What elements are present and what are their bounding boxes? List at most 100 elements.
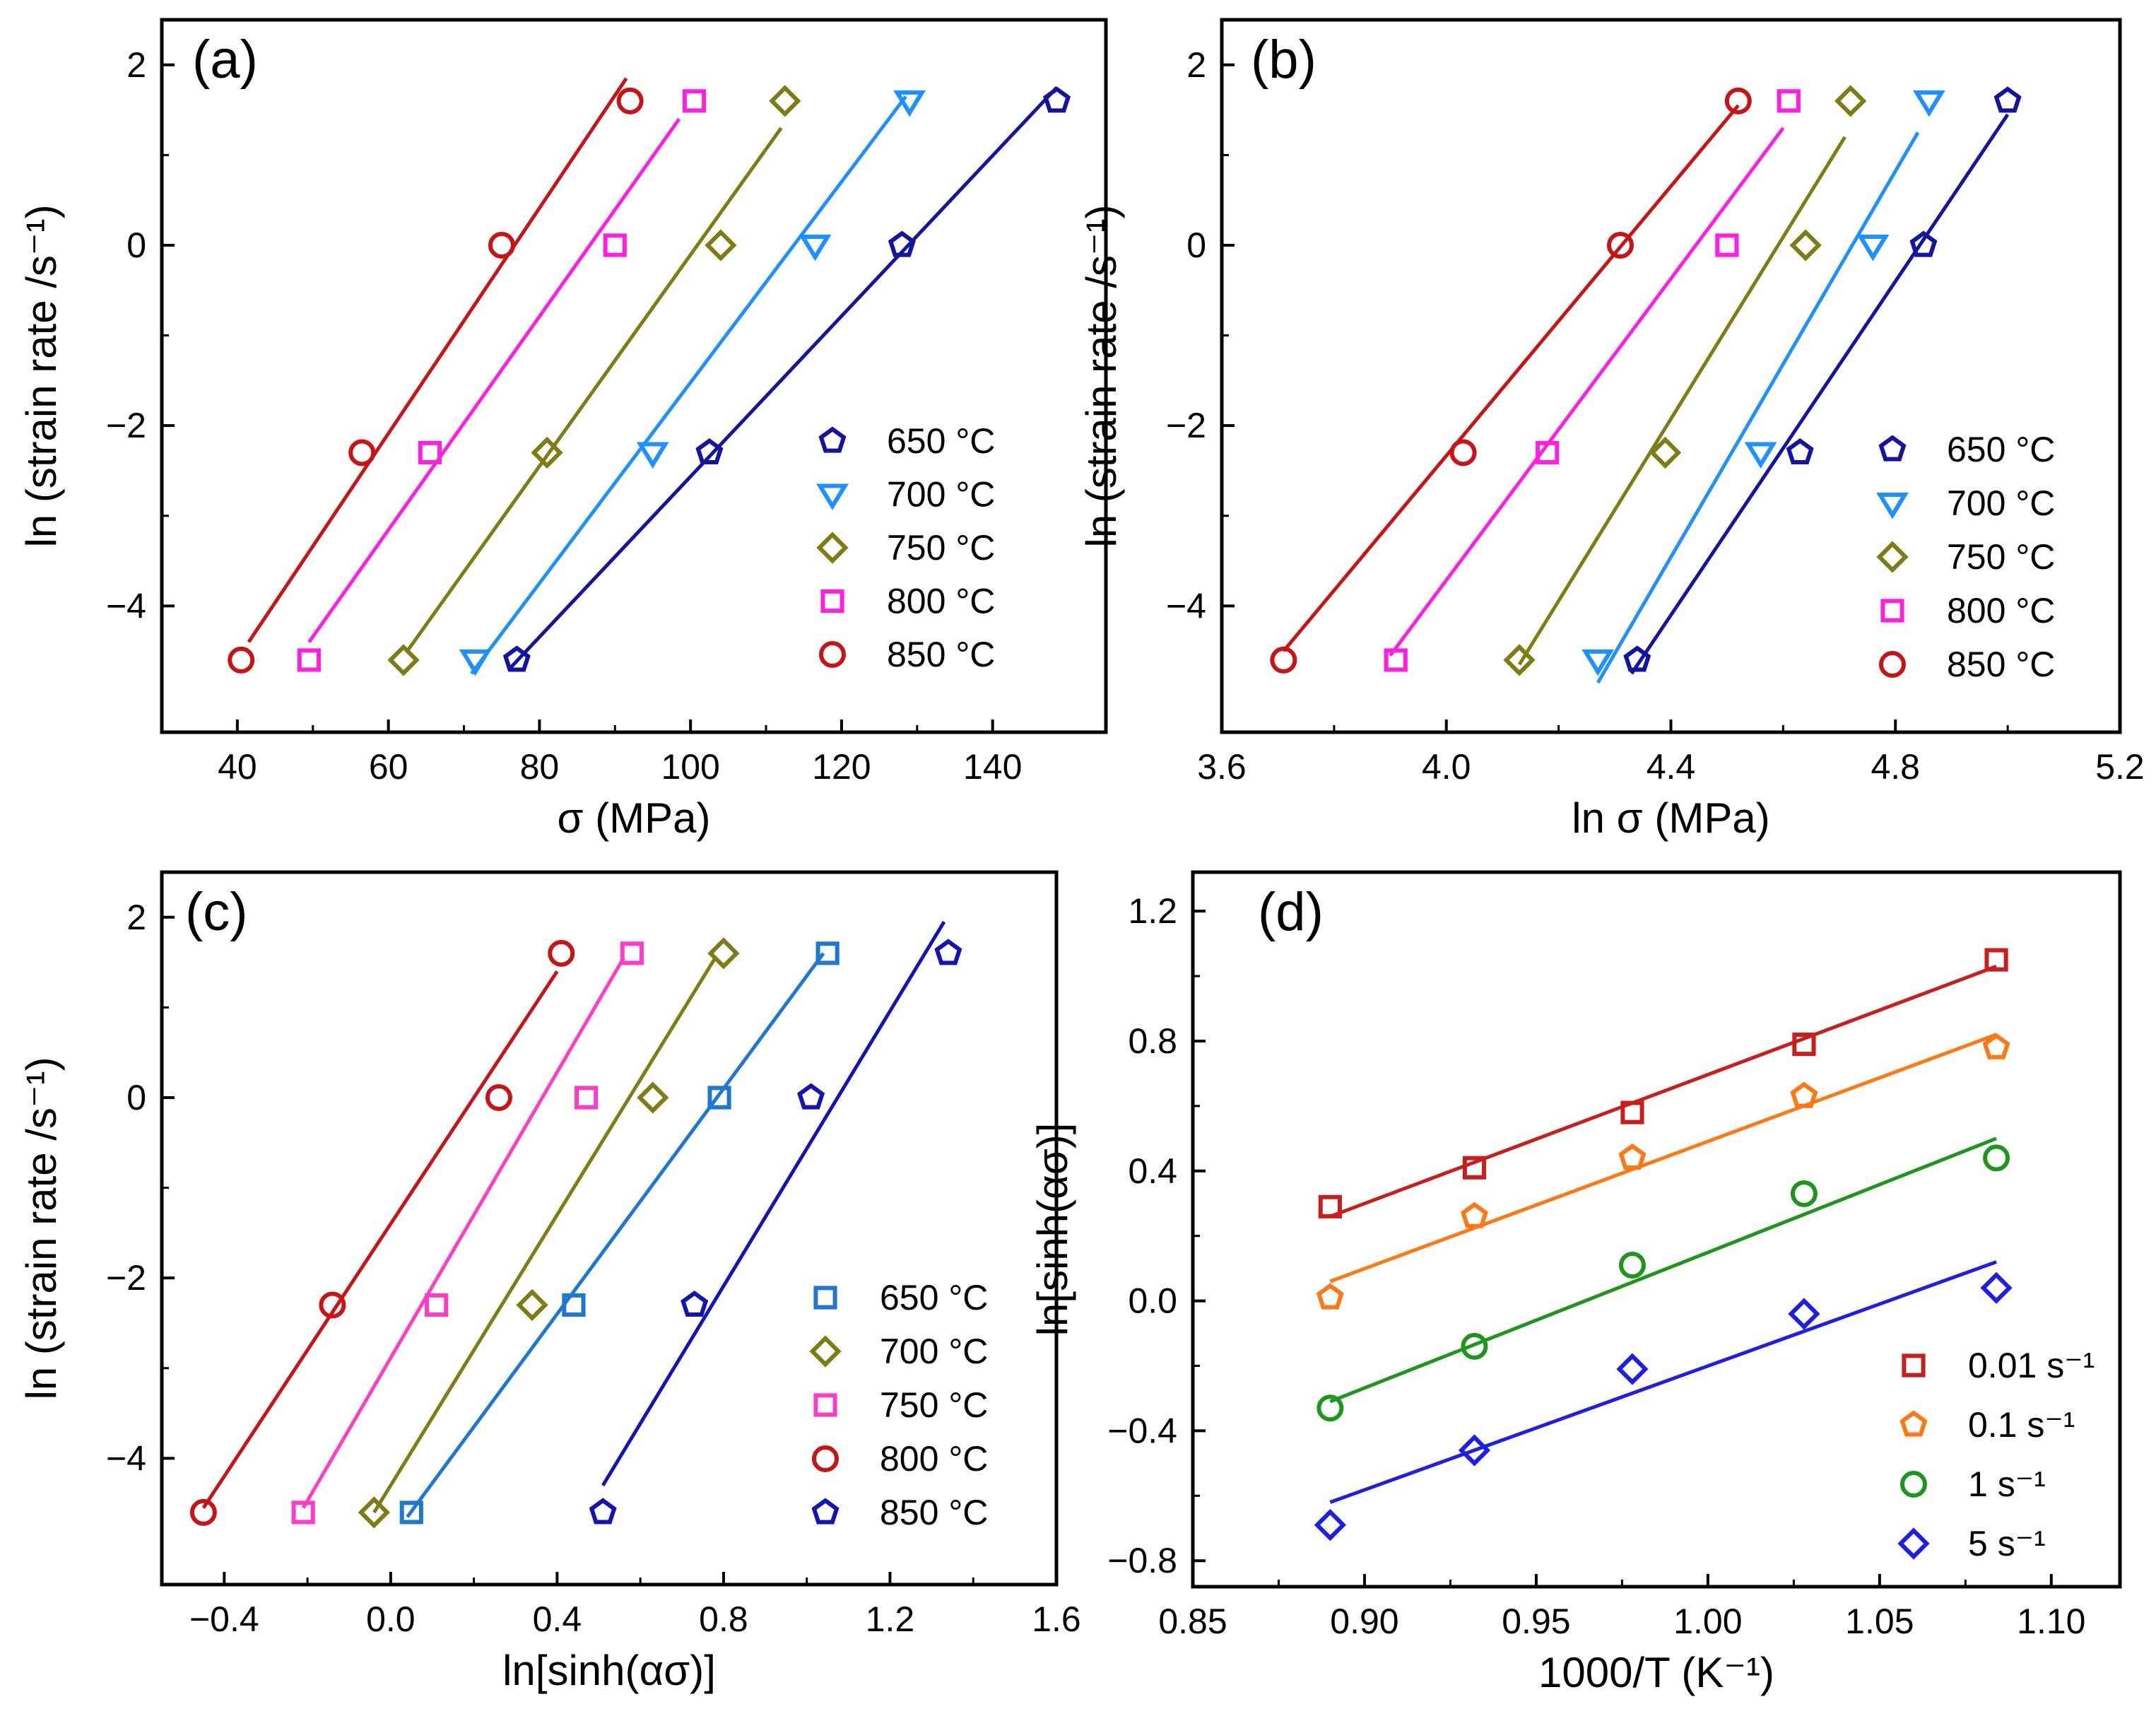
fit-line — [247, 77, 628, 643]
fit-line — [302, 956, 625, 1509]
legend-label: 700 °C — [880, 1332, 988, 1371]
y-tick-label: −2 — [1166, 406, 1206, 445]
legend-label: 5 s⁻¹ — [1968, 1524, 2046, 1563]
series-1 — [459, 90, 926, 676]
data-point — [1777, 89, 1801, 113]
data-point — [1607, 231, 1634, 259]
data-point — [1620, 1100, 1644, 1124]
fit-line — [1329, 964, 1997, 1218]
legend-marker — [811, 1498, 840, 1525]
legend-label: 800 °C — [887, 582, 995, 621]
plot-frame — [160, 18, 1108, 734]
fit-line — [1329, 1136, 1997, 1404]
data-point — [1983, 1144, 2010, 1172]
data-point — [1715, 233, 1739, 257]
data-point — [1786, 437, 1814, 464]
data-point — [1043, 86, 1071, 113]
data-point — [1834, 85, 1867, 117]
series-0 — [1623, 86, 2022, 675]
data-point — [1623, 645, 1651, 672]
data-point — [695, 437, 724, 464]
legend-label: 800 °C — [880, 1439, 988, 1479]
series-1 — [1316, 1033, 2010, 1310]
data-point — [1724, 87, 1752, 114]
series-0 — [399, 941, 840, 1525]
data-point — [620, 941, 644, 965]
x-tick-label: 5.2 — [2095, 747, 2145, 787]
data-point — [707, 1086, 731, 1110]
x-tick-label: 0.4 — [533, 1599, 582, 1639]
data-point — [297, 648, 322, 672]
data-point — [1449, 439, 1477, 466]
legend-label: 1 s⁻¹ — [1968, 1464, 2046, 1504]
x-tick-label: 0.0 — [366, 1599, 416, 1639]
y-tick-label: 0.0 — [1128, 1281, 1177, 1321]
legend-marker — [1897, 1527, 1930, 1560]
data-point — [562, 1293, 586, 1317]
x-axis-label: ln[sinh(ασ)] — [502, 1647, 716, 1694]
data-point — [1856, 234, 1890, 262]
legend-label: 800 °C — [1947, 591, 2055, 630]
data-point — [1503, 644, 1536, 676]
x-tick-label: 1.6 — [1032, 1599, 1081, 1639]
data-point — [1618, 1252, 1646, 1279]
fit-line — [201, 970, 559, 1509]
legend-label: 0.01 s⁻¹ — [1968, 1346, 2095, 1385]
series-1 — [358, 937, 740, 1529]
data-point — [705, 229, 737, 262]
data-point — [1316, 1394, 1344, 1422]
x-tick-label: 3.6 — [1197, 747, 1247, 787]
data-point — [1616, 1353, 1649, 1385]
data-point — [1789, 229, 1822, 262]
y-tick-label: 2 — [126, 45, 146, 85]
x-tick-label: 60 — [369, 747, 408, 787]
fit-line — [1329, 1033, 1997, 1283]
fit-line — [1517, 136, 1846, 666]
fit-line — [307, 117, 681, 643]
data-point — [1790, 1081, 1818, 1108]
data-point — [1461, 1332, 1488, 1360]
data-point — [1744, 442, 1777, 469]
y-axis-label: ln (strain rate /s⁻¹) — [1078, 204, 1125, 547]
data-point — [1316, 1283, 1344, 1310]
x-tick-label: 80 — [520, 747, 560, 787]
y-axis-label: ln[sinh(ασ)] — [1029, 1123, 1076, 1337]
y-tick-label: −4 — [106, 1438, 146, 1478]
series-1 — [1581, 90, 1945, 684]
legend-label: 750 °C — [887, 528, 995, 568]
data-point — [1909, 230, 1938, 257]
legend: 0.01 s⁻¹ 0.1 s⁻¹ 1 s⁻¹ 5 s⁻¹ — [1897, 1346, 2095, 1563]
fit-line — [406, 952, 825, 1518]
data-point — [1980, 1271, 2013, 1304]
fit-line — [1389, 127, 1785, 657]
data-point — [1982, 1033, 2010, 1059]
fit-line — [1630, 113, 2010, 675]
data-point — [603, 233, 627, 257]
data-point — [348, 439, 376, 466]
plot-frame — [160, 870, 1059, 1587]
data-point — [636, 442, 669, 469]
data-point — [1384, 648, 1408, 672]
series-3 — [1314, 1260, 2013, 1541]
y-tick-label: −0.4 — [1107, 1411, 1177, 1450]
legend-label: 850 °C — [880, 1493, 988, 1532]
legend-marker — [816, 483, 849, 511]
legend-marker — [816, 531, 849, 564]
legend-marker — [1880, 599, 1904, 623]
series-2 — [291, 941, 644, 1525]
data-point — [516, 1288, 548, 1322]
panel-label: (d) — [1258, 882, 1324, 942]
data-point — [358, 1496, 390, 1529]
chart-panel-b: 3.6 4.0 4.4 4.8 5.2 −4 −2 0 2 ln σ (MPa) ln (strai… — [1078, 18, 2145, 842]
legend-label: 650 °C — [880, 1278, 988, 1317]
data-point — [425, 1293, 449, 1317]
legend-marker — [1876, 541, 1909, 573]
x-tick-label: 140 — [963, 747, 1022, 787]
x-tick-label: 4.0 — [1422, 747, 1471, 787]
legend-label: 750 °C — [880, 1385, 988, 1425]
data-point — [319, 1291, 346, 1319]
y-tick-label: 0 — [126, 225, 146, 265]
panel-label: (b) — [1251, 30, 1316, 90]
x-tick-label: 0.95 — [1502, 1602, 1570, 1641]
